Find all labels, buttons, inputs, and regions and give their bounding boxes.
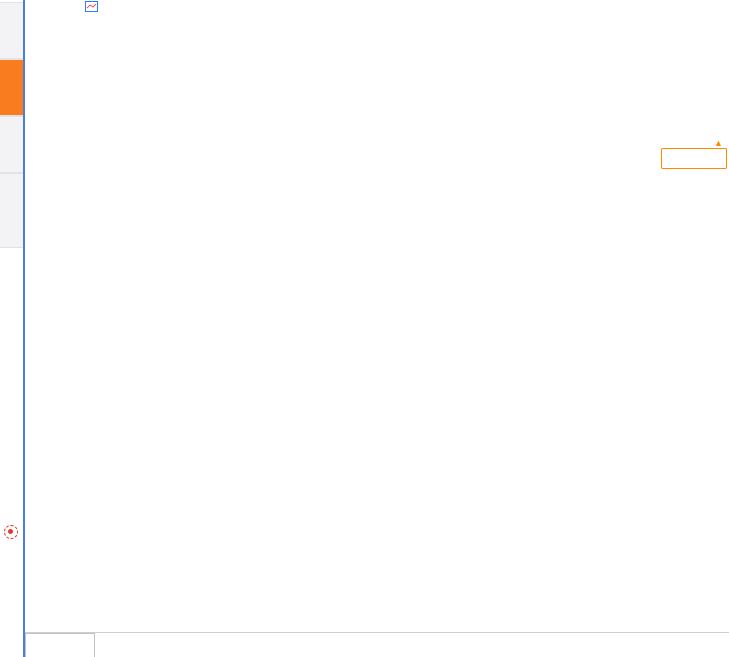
price-up-arrow-icon: ▲	[714, 138, 723, 148]
period-selector-button[interactable]	[25, 633, 95, 657]
bottom-axis-border	[0, 632, 729, 633]
sidebar-tab-contract-info[interactable]	[0, 173, 23, 248]
left-sidebar	[0, 0, 25, 657]
sidebar-tab-kline[interactable]	[0, 59, 23, 116]
sidebar-tab-flash[interactable]	[0, 116, 23, 173]
alert-indicator-icon[interactable]	[4, 525, 18, 539]
current-price-badge	[661, 148, 727, 169]
chart-header	[85, 1, 593, 17]
sidebar-tab-timeline[interactable]	[0, 2, 23, 59]
